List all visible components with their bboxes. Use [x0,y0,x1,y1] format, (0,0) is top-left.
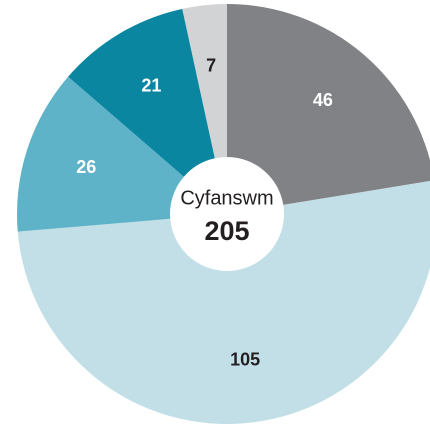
donut-slice [16,76,184,232]
donut-slice [227,4,430,205]
slice-label: 7 [206,56,216,76]
donut-slice [17,181,430,424]
center-label: Cyfanswm [180,187,273,209]
slice-label: 105 [230,350,260,370]
slice-label: 26 [76,157,96,177]
slice-label: 46 [313,90,333,110]
slice-label: 21 [141,76,161,96]
donut-slice [68,8,215,177]
donut-slice [182,4,227,159]
center-total: 205 [204,216,249,246]
